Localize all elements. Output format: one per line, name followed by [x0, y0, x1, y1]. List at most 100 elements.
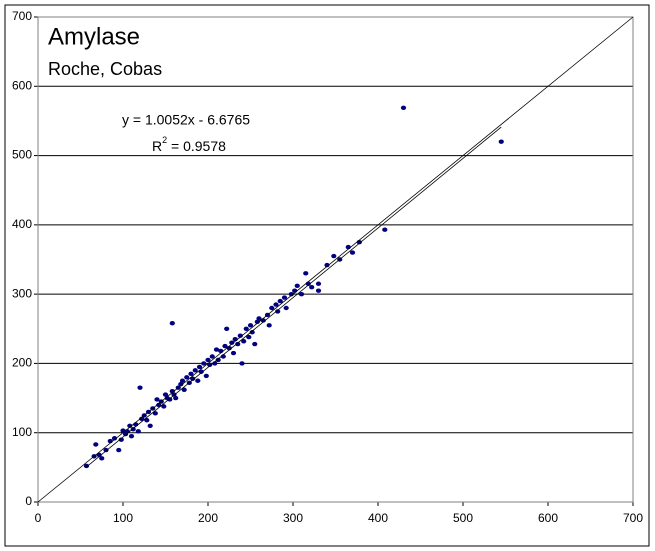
point — [207, 362, 213, 368]
point — [201, 361, 207, 366]
point — [147, 423, 153, 428]
point — [224, 326, 230, 331]
r-squared-part: 2 — [162, 135, 167, 145]
point — [229, 340, 235, 345]
point — [247, 323, 254, 328]
point — [96, 452, 102, 458]
point — [184, 375, 190, 380]
point — [162, 392, 169, 397]
point — [283, 305, 289, 311]
point — [309, 285, 315, 290]
point — [294, 283, 300, 289]
point — [173, 395, 179, 401]
point — [281, 295, 288, 300]
point — [99, 456, 105, 461]
point — [349, 250, 356, 255]
point — [256, 316, 262, 321]
point — [181, 387, 187, 392]
chart-subtitle: Roche, Cobas — [48, 59, 162, 79]
point — [107, 438, 113, 444]
point — [209, 354, 215, 359]
point — [161, 404, 167, 409]
point — [195, 378, 201, 383]
point — [292, 288, 298, 293]
point — [213, 347, 220, 352]
point — [239, 361, 245, 366]
point — [144, 418, 150, 423]
point — [235, 341, 241, 347]
point — [152, 411, 158, 416]
point — [218, 348, 224, 354]
point — [266, 323, 272, 328]
point — [118, 437, 124, 442]
x-tick-label: 300 — [283, 511, 303, 525]
point — [167, 397, 173, 402]
point — [130, 427, 136, 432]
y-tick-label: 500 — [12, 148, 32, 162]
point — [139, 416, 145, 422]
point — [111, 436, 118, 441]
point — [83, 463, 90, 469]
point — [137, 385, 143, 390]
x-tick-label: 400 — [368, 511, 388, 525]
y-tick-label: 200 — [12, 356, 32, 370]
point — [169, 388, 175, 394]
point — [275, 309, 281, 314]
point — [315, 288, 322, 293]
point — [103, 447, 109, 453]
point — [237, 333, 243, 338]
point — [205, 357, 211, 363]
point — [273, 302, 279, 307]
point — [196, 364, 203, 370]
point — [277, 298, 283, 304]
point — [188, 371, 194, 377]
point — [178, 382, 184, 387]
point — [498, 139, 504, 144]
point — [198, 369, 204, 374]
r-squared-part: R — [152, 138, 162, 154]
point — [222, 343, 228, 349]
point — [127, 423, 133, 428]
point — [179, 378, 186, 383]
point — [382, 227, 388, 232]
x-tick-label: 200 — [198, 511, 218, 525]
point — [303, 271, 309, 276]
point — [169, 321, 175, 326]
point — [298, 291, 305, 297]
x-tick-label: 0 — [35, 511, 42, 525]
y-tick-label: 700 — [12, 9, 32, 23]
point — [128, 433, 135, 439]
y-tick-label: 400 — [12, 217, 32, 231]
point — [400, 105, 407, 110]
point — [241, 339, 247, 344]
point — [331, 253, 337, 259]
point — [192, 368, 198, 373]
chart-title: Amylase — [48, 23, 140, 50]
r-squared-part: = 0.9578 — [167, 138, 226, 154]
point — [232, 336, 238, 342]
r-squared: R2 = 0.9578 — [152, 135, 226, 153]
point — [243, 326, 249, 331]
point — [288, 291, 294, 297]
x-tick-label: 100 — [113, 511, 133, 525]
fit-line — [86, 126, 502, 468]
fit-line — [37, 16, 634, 503]
point — [133, 422, 139, 427]
x-tick-label: 500 — [453, 511, 473, 525]
point — [252, 341, 258, 347]
equation: y = 1.0052x - 6.6765 — [122, 112, 250, 128]
point — [269, 305, 275, 311]
point — [171, 392, 177, 397]
point — [315, 281, 322, 286]
point — [203, 373, 209, 379]
y-tick-label: 600 — [12, 78, 32, 92]
plot-area — [37, 16, 634, 503]
point — [154, 397, 160, 402]
point — [345, 244, 351, 250]
x-tick-label: 700 — [623, 511, 643, 525]
point — [249, 330, 255, 335]
point — [116, 447, 122, 453]
y-tick-label: 300 — [12, 286, 32, 300]
y-tick-label: 100 — [12, 425, 32, 439]
point — [215, 357, 221, 363]
